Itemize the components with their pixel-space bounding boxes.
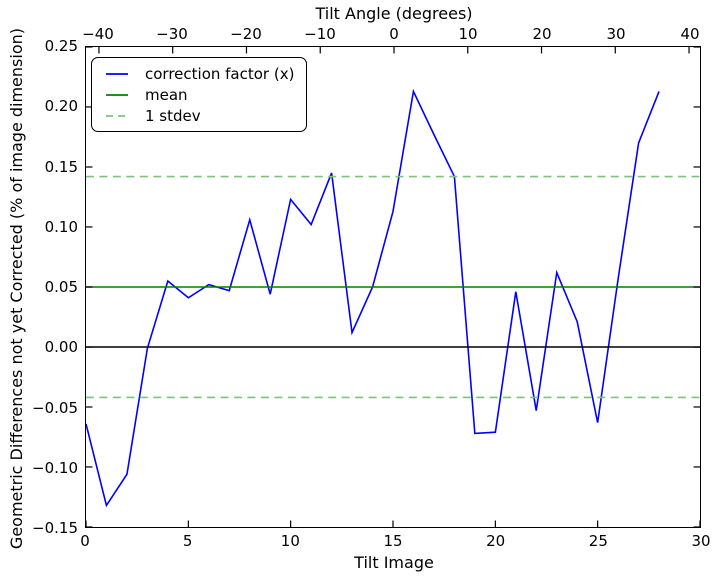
top-axis-label: Tilt Angle (degrees) [315, 4, 473, 23]
legend-item: correction factor (x) [105, 63, 294, 84]
top-tick-label: 0 [389, 25, 399, 43]
y-tick-label: 0.10 [44, 217, 78, 236]
x-tick-label: 5 [182, 532, 193, 550]
x-tick-label: 25 [588, 532, 608, 550]
top-tick-label: 10 [458, 25, 478, 43]
y-tick-label: 0.20 [44, 97, 78, 116]
x-tick-label: 15 [383, 532, 403, 550]
top-tick-label: −30 [156, 25, 188, 43]
legend-item: 1 stdev [105, 105, 294, 126]
top-tick-label: 20 [532, 25, 552, 43]
y-tick-label: 0.00 [44, 338, 78, 357]
bottom-axis-label: Tilt Image [354, 553, 434, 572]
legend-item-label: mean [145, 85, 188, 104]
legend-line-swatch [106, 115, 128, 117]
y-tick-label: −0.05 [32, 398, 78, 417]
y-tick-label: 0.05 [44, 278, 78, 296]
x-tick-label: 30 [691, 532, 711, 550]
y-tick-label: 0.25 [44, 37, 78, 55]
legend-line-swatch [106, 73, 128, 75]
top-tick-label: −20 [230, 25, 262, 43]
top-tick-label: 30 [606, 25, 626, 43]
legend-item-label: correction factor (x) [145, 64, 295, 83]
top-tick-label: −10 [304, 25, 336, 43]
y-tick-label: −0.10 [32, 458, 78, 477]
x-tick-label: 10 [280, 532, 300, 550]
legend-item-label: 1 stdev [145, 106, 201, 125]
legend-item: mean [105, 84, 294, 105]
chart-canvas [86, 47, 700, 527]
x-tick-label: 20 [486, 532, 506, 550]
y-tick-label: −0.15 [32, 519, 78, 537]
y-tick-label: 0.15 [44, 157, 78, 176]
x-tick-label: 0 [80, 532, 90, 550]
legend-box: correction factor (x) mean 1 stdev [91, 57, 308, 132]
top-tick-label: −40 [82, 25, 114, 43]
plot-area: correction factor (x) mean 1 stdev [85, 46, 701, 528]
legend-line-swatch [106, 94, 128, 96]
top-tick-label: 40 [680, 25, 700, 43]
